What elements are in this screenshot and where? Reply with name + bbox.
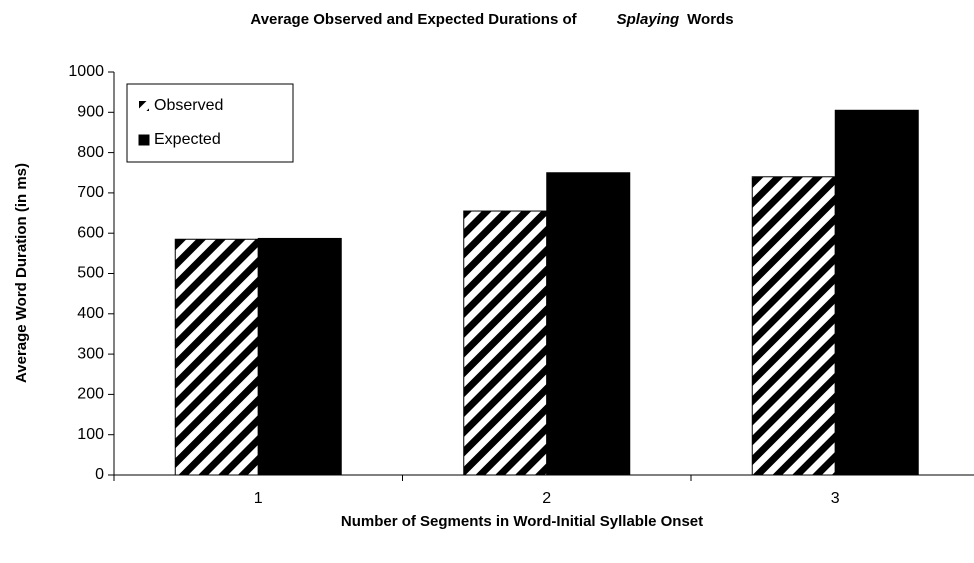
bar [257, 237, 342, 476]
x-tick-label: 2 [542, 490, 551, 507]
y-tick-label: 0 [95, 466, 104, 483]
chart-title: Average Observed and Expected Durations … [250, 11, 733, 28]
x-tick-label: 1 [254, 490, 263, 507]
x-axis-label: Number of Segments in Word-Initial Sylla… [341, 513, 703, 530]
bar [751, 176, 836, 476]
y-axis-label: Average Word Duration (in ms) [13, 163, 30, 383]
y-tick-label: 300 [77, 345, 104, 362]
title-part: Splaying [617, 11, 680, 28]
legend-label: Expected [154, 131, 221, 148]
bar [546, 172, 631, 476]
legend-box [126, 83, 294, 163]
title-part: Average Observed and Expected Durations … [250, 11, 577, 28]
legend-swatch [138, 134, 150, 146]
bar [174, 238, 259, 476]
bar [463, 210, 548, 476]
y-tick-label: 200 [77, 386, 104, 403]
y-tick-label: 600 [77, 224, 104, 241]
y-tick-label: 1000 [68, 63, 104, 80]
title-part: Words [687, 11, 733, 28]
y-tick-label: 100 [77, 426, 104, 443]
y-tick-label: 800 [77, 144, 104, 161]
legend-swatch [139, 101, 149, 111]
y-tick-label: 500 [77, 265, 104, 282]
bar [834, 109, 919, 476]
x-tick-label: 3 [831, 490, 840, 507]
y-tick-label: 400 [77, 305, 104, 322]
legend-label: Observed [154, 97, 223, 114]
y-tick-label: 700 [77, 184, 104, 201]
y-tick-label: 900 [77, 104, 104, 121]
